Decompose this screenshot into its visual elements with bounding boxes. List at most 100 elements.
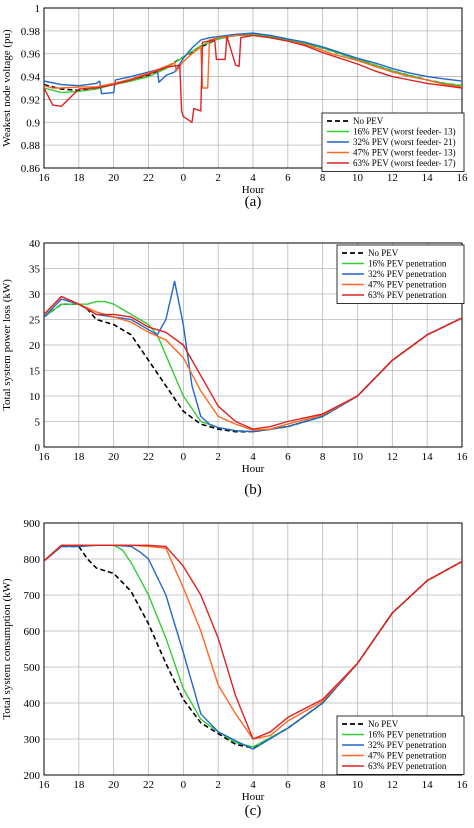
- plot-frame: [43, 522, 463, 776]
- x-tick-label: 10: [352, 779, 364, 791]
- x-tick-label: 2: [215, 779, 221, 791]
- panel-caption: (a): [245, 194, 262, 210]
- x-tick-label: 4: [250, 172, 256, 184]
- y-tick-label: 5: [35, 417, 41, 429]
- y-tick-label: 1: [35, 3, 41, 15]
- x-tick-label: 18: [73, 172, 85, 184]
- legend-entry: 16% PEV (worst feeder- 13): [353, 127, 456, 137]
- x-tick-label: 4: [250, 779, 256, 791]
- x-tick-label: 22: [143, 172, 154, 184]
- legend-entry: 16% PEV penetration: [368, 259, 447, 269]
- x-tick-label: 12: [387, 779, 398, 791]
- x-tick-label: 6: [285, 451, 291, 463]
- x-tick-label: 10: [352, 451, 364, 463]
- legend-entry: 47% PEV penetration: [368, 280, 447, 290]
- plot-frame: [43, 242, 463, 448]
- legend-entry: No PEV: [353, 116, 384, 126]
- y-axis-label: Total system consumption (kW): [1, 578, 13, 720]
- series-line-4: [44, 544, 462, 740]
- x-tick-label: 16: [457, 451, 469, 463]
- chart-0: 16 18 20 22 0 2 4 6 8 10 12 14 160.860.880.90.920.94…: [1, 3, 468, 210]
- panel-caption: (c): [245, 803, 262, 819]
- x-tick-label: 8: [320, 779, 326, 791]
- y-tick-label: 25: [29, 315, 41, 327]
- x-tick-label: 22: [143, 451, 154, 463]
- y-axis-label: Weakest node voltage (pu): [1, 29, 13, 147]
- y-tick-label: 700: [24, 590, 41, 602]
- x-axis-label: Hour: [242, 791, 265, 803]
- y-tick-label: 20: [29, 340, 41, 352]
- legend-entry: 47% PEV (worst feeder- 13): [353, 148, 456, 158]
- y-tick-label: 10: [29, 391, 41, 403]
- legend-entry: 47% PEV penetration: [368, 751, 447, 761]
- x-tick-label: 2: [215, 451, 221, 463]
- legend-entry: 32% PEV penetration: [368, 269, 447, 279]
- legend-entry: 16% PEV penetration: [368, 730, 447, 740]
- series-line-3: [44, 34, 462, 89]
- x-tick-label: 0: [181, 779, 187, 791]
- y-tick-label: 0.98: [21, 26, 41, 38]
- y-tick-label: 0.96: [21, 49, 41, 61]
- y-tick-label: 600: [24, 626, 41, 638]
- panel-caption: (b): [244, 482, 262, 498]
- y-tick-label: 40: [29, 238, 41, 250]
- x-tick-label: 8: [320, 172, 326, 184]
- legend-entry: No PEV: [368, 248, 399, 258]
- x-tick-label: 2: [215, 172, 221, 184]
- x-tick-label: 14: [422, 172, 434, 184]
- y-tick-label: 500: [24, 662, 41, 674]
- y-tick-label: 200: [24, 770, 41, 782]
- x-tick-label: 16: [39, 779, 51, 791]
- y-tick-label: 0: [35, 442, 41, 454]
- series-line-4: [44, 295, 462, 430]
- x-tick-label: 16: [39, 172, 51, 184]
- x-tick-label: 22: [143, 779, 154, 791]
- series-line-2: [44, 32, 462, 95]
- x-tick-label: 10: [352, 172, 364, 184]
- x-tick-label: 18: [73, 451, 85, 463]
- x-tick-label: 12: [387, 172, 398, 184]
- x-tick-label: 16: [39, 451, 51, 463]
- chart-1: 16 18 20 22 0 2 4 6 8 10 12 14 160510152025303540Hou…: [1, 238, 468, 498]
- x-tick-label: 14: [422, 779, 434, 791]
- legend-entry: 32% PEV penetration: [368, 740, 447, 750]
- series-line-0: [44, 303, 462, 433]
- y-tick-label: 0.94: [21, 72, 41, 84]
- y-tick-label: 400: [24, 698, 41, 710]
- x-tick-label: 4: [250, 451, 256, 463]
- y-tick-label: 0.9: [26, 117, 40, 129]
- x-axis-label: Hour: [242, 463, 265, 475]
- series-line-0: [44, 545, 462, 749]
- y-tick-label: 900: [24, 518, 41, 530]
- legend-entry: 63% PEV penetration: [368, 761, 447, 771]
- y-axis-label: Total system power loss (kW): [1, 279, 13, 411]
- x-tick-label: 6: [285, 779, 291, 791]
- x-tick-label: 0: [181, 451, 187, 463]
- x-tick-label: 18: [73, 779, 85, 791]
- legend-entry: 32% PEV (worst feeder- 21): [353, 137, 456, 147]
- y-tick-label: 0.86: [21, 163, 41, 175]
- x-tick-label: 16: [457, 172, 469, 184]
- x-axis-label: Hour: [242, 184, 265, 196]
- y-tick-label: 0.88: [21, 140, 41, 152]
- legend-entry: 63% PEV (worst feeder- 17): [353, 158, 456, 168]
- legend-entry: 63% PEV penetration: [368, 290, 447, 300]
- x-tick-label: 6: [285, 172, 291, 184]
- x-tick-label: 0: [181, 172, 187, 184]
- x-tick-label: 20: [108, 451, 120, 463]
- x-tick-label: 8: [320, 451, 326, 463]
- chart-2: 16 18 20 22 0 2 4 6 8 10 12 14 162003004005006007008…: [1, 518, 468, 819]
- series-line-4: [44, 34, 462, 124]
- y-tick-label: 800: [24, 554, 41, 566]
- y-tick-label: 300: [24, 734, 41, 746]
- y-tick-label: 15: [29, 366, 41, 378]
- legend-entry: No PEV: [368, 719, 399, 729]
- y-tick-label: 0.92: [21, 94, 40, 106]
- x-tick-label: 12: [387, 451, 398, 463]
- x-tick-label: 20: [108, 779, 120, 791]
- x-tick-label: 16: [457, 779, 469, 791]
